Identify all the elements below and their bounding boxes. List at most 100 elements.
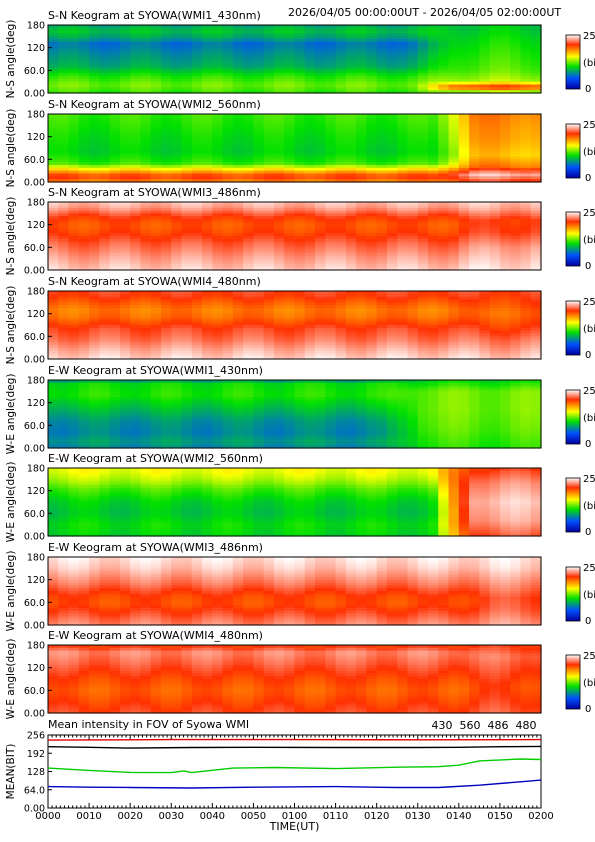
- colorbar-unit-label: (bit): [583, 324, 595, 335]
- keogram-panel-5: E-W Keogram at SYOWA(WMI1_430nm) W-E angl…: [5, 364, 595, 455]
- y-tick-label: 60.0: [24, 509, 45, 520]
- keogram-panel-6: E-W Keogram at SYOWA(WMI2_560nm) W-E angl…: [5, 452, 595, 543]
- panel-title: E-W Keogram at SYOWA(WMI3_486nm): [48, 541, 263, 554]
- panel-frame: [47, 113, 542, 183]
- y-tick-label: 0.00: [24, 355, 45, 366]
- y-tick-label: 0.00: [24, 178, 45, 189]
- y-tick-label: 180: [27, 464, 45, 475]
- panel-title: S-N Keogram at SYOWA(WMI2_560nm): [48, 98, 261, 111]
- y-tick-label: 120: [27, 132, 45, 143]
- y-tick-label: 60.0: [24, 243, 45, 254]
- colorbar-max-label: 255: [583, 651, 595, 662]
- panel-title: E-W Keogram at SYOWA(WMI2_560nm): [48, 452, 263, 465]
- colorbar-unit-label: (bit): [583, 58, 595, 69]
- colorbar-unit-label: (bit): [583, 235, 595, 246]
- y-tick-labels: 180 120 60.0 0.00: [24, 641, 52, 720]
- x-tick-label: 0010: [76, 811, 101, 822]
- keogram-panel-3: S-N Keogram at SYOWA(WMI3_486nm) N-S angl…: [5, 186, 595, 277]
- series-line-480: [47, 745, 542, 749]
- mean-panel-title: Mean intensity in FOV of Syowa WMI: [48, 718, 249, 731]
- mean-y-tick-label: 256: [27, 731, 45, 742]
- colorbar-gradient: [565, 211, 581, 267]
- y-tick-label: 60.0: [24, 686, 45, 697]
- legend-entry-480: 480: [516, 719, 537, 732]
- colorbar-unit-label: (bit): [583, 501, 595, 512]
- colorbar-unit-label: (bit): [583, 147, 595, 158]
- keogram-panel-8: E-W Keogram at SYOWA(WMI4_480nm) W-E angl…: [5, 629, 595, 720]
- y-tick-labels: 180 120 60.0 0.00: [24, 287, 52, 366]
- colorbar-max-label: 255: [583, 297, 595, 308]
- y-tick-labels: 180 120 60.0 0.00: [24, 376, 52, 455]
- heatmap-cells: [48, 25, 542, 94]
- panel-frame: [47, 644, 542, 714]
- mean-y-axis-label: MEAN(BIT): [5, 744, 17, 800]
- y-tick-label: 120: [27, 220, 45, 231]
- heatmap-cells: [48, 557, 542, 626]
- colorbar: 255 (bit) 0: [565, 208, 595, 272]
- y-tick-label: 0.00: [24, 621, 45, 632]
- colorbar-max-label: 255: [583, 386, 595, 397]
- colorbar: 255 (bit) 0: [565, 386, 595, 450]
- heatmap-cells: [48, 202, 542, 271]
- colorbar-gradient: [565, 654, 581, 710]
- x-axis-label: TIME(UT): [269, 820, 320, 833]
- y-tick-label: 180: [27, 198, 45, 209]
- y-tick-label: 0.00: [24, 532, 45, 543]
- colorbar-min-label: 0: [585, 84, 591, 95]
- panel-title: S-N Keogram at SYOWA(WMI4_480nm): [48, 275, 261, 288]
- colorbar-min-label: 0: [585, 439, 591, 450]
- legend-entry-560: 560: [460, 719, 481, 732]
- mean-y-tick-label: 0.00: [24, 804, 45, 815]
- x-tick-label: 0200: [528, 811, 553, 822]
- series-line-430: [47, 779, 542, 789]
- x-tick-label: 0040: [200, 811, 225, 822]
- heatmap-cells: [48, 291, 542, 360]
- colorbar: 255 (bit) 0: [565, 563, 595, 627]
- heatmap-cells: [48, 468, 542, 537]
- colorbar-unit-label: (bit): [583, 590, 595, 601]
- keogram-panel-2: S-N Keogram at SYOWA(WMI2_560nm) N-S angl…: [5, 98, 595, 189]
- colorbar-min-label: 0: [585, 704, 591, 715]
- y-tick-label: 0.00: [24, 266, 45, 277]
- colorbar-max-label: 255: [583, 120, 595, 131]
- panel-frame: [47, 201, 542, 271]
- x-tick-label: 0130: [405, 811, 430, 822]
- panel-frame: [47, 467, 542, 537]
- y-tick-label: 0.00: [24, 444, 45, 455]
- x-tick-label: 0120: [364, 811, 389, 822]
- y-tick-label: 60.0: [24, 421, 45, 432]
- heatmap-cells: [48, 645, 542, 714]
- x-tick-label: 0030: [159, 811, 184, 822]
- colorbar-min-label: 0: [585, 616, 591, 627]
- y-tick-labels: 180 120 60.0 0.00: [24, 21, 52, 100]
- y-tick-label: 60.0: [24, 332, 45, 343]
- series-line-486: [47, 738, 542, 741]
- colorbar: 255 (bit) 0: [565, 120, 595, 184]
- y-tick-label: 60.0: [24, 66, 45, 77]
- x-tick-label: 0000: [35, 811, 60, 822]
- y-tick-label: 180: [27, 553, 45, 564]
- y-tick-label: 120: [27, 663, 45, 674]
- heatmap-cells: [48, 114, 542, 183]
- colorbar: 255 (bit) 0: [565, 651, 595, 715]
- y-tick-label: 180: [27, 21, 45, 32]
- mean-y-tick-label: 192: [27, 749, 45, 760]
- y-axis-label: N-S angle(deg): [5, 109, 17, 188]
- y-axis-label: W-E angle(deg): [5, 639, 17, 720]
- colorbar-max-label: 255: [583, 563, 595, 574]
- panel-frame: [47, 556, 542, 626]
- y-tick-labels: 180 120 60.0 0.00: [24, 464, 52, 543]
- y-axis-label: N-S angle(deg): [5, 286, 17, 365]
- y-tick-label: 180: [27, 376, 45, 387]
- time-range-text: 2026/04/05 00:00:00UT - 2026/04/05 02:00…: [288, 6, 561, 19]
- colorbar-gradient: [565, 566, 581, 622]
- colorbar-max-label: 255: [583, 208, 595, 219]
- colorbar: 255 (bit) 0: [565, 474, 595, 538]
- colorbar-min-label: 0: [585, 173, 591, 184]
- legend-entry-486: 486: [488, 719, 509, 732]
- y-tick-label: 120: [27, 309, 45, 320]
- y-tick-label: 60.0: [24, 598, 45, 609]
- keogram-panel-7: E-W Keogram at SYOWA(WMI3_486nm) W-E angl…: [5, 541, 595, 632]
- y-axis-label: N-S angle(deg): [5, 20, 17, 99]
- panel-title: S-N Keogram at SYOWA(WMI3_486nm): [48, 186, 261, 199]
